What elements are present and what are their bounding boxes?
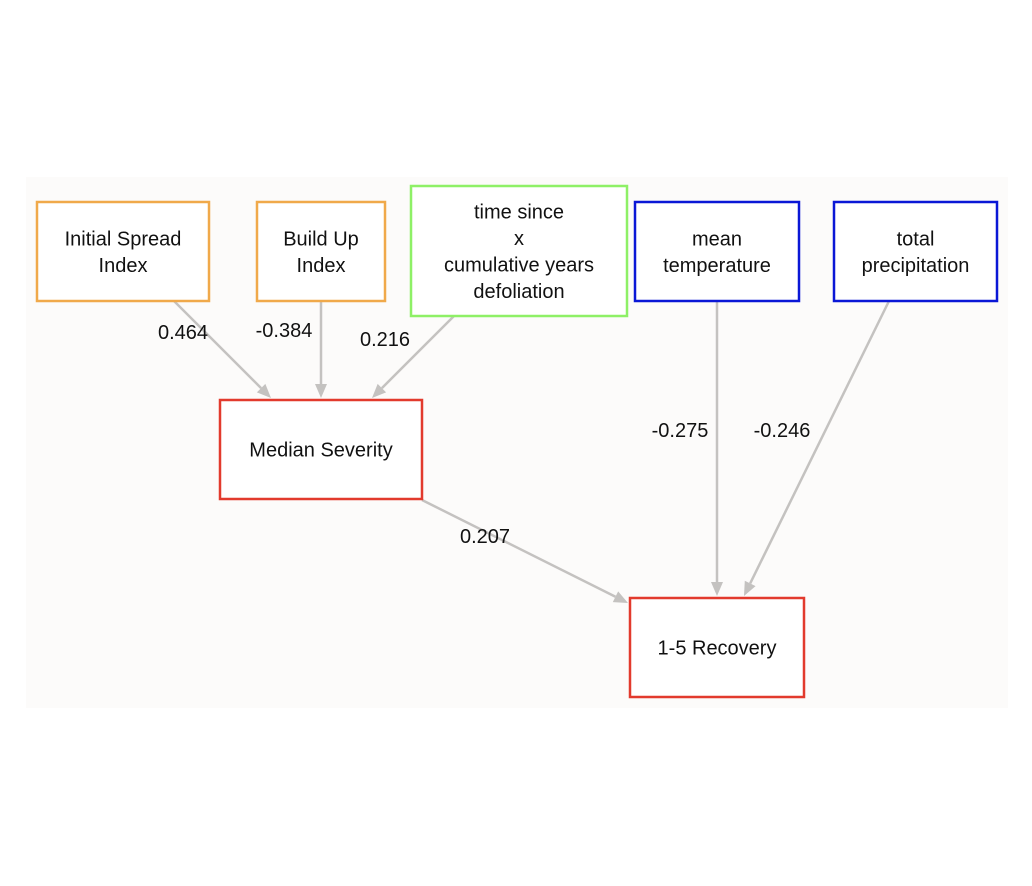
edge-median-severity-to-recovery (421, 498, 628, 603)
node-build-up-index: Build Up Index (255, 200, 387, 303)
node-total-precipitation: total precipitation (832, 200, 999, 303)
node-label-line: Build Up (283, 228, 359, 250)
node-box (409, 184, 629, 318)
node-label-line: Initial Spread (65, 228, 182, 250)
edge-label-mean-temperature-to-recovery: -0.275 (652, 420, 709, 442)
edges-layer (173, 300, 891, 603)
edge-labels-layer: 0.464 -0.384 0.216 0.207 -0.275 -0.246 (158, 320, 810, 548)
edge-label-median-severity-to-recovery: 0.207 (460, 526, 510, 548)
node-label-line: cumulative years (444, 254, 594, 276)
arrowhead-icon (744, 580, 756, 596)
node-label-line: time since (474, 201, 564, 223)
node-recovery: 1-5 Recovery (628, 596, 806, 699)
edge-initial-spread-index-to-median-severity (173, 300, 271, 398)
edge-build-up-index-to-median-severity (315, 301, 327, 398)
node-label-line: Median Severity (249, 440, 392, 462)
node-label-line: total (897, 228, 935, 250)
edge-total-precipitation-to-recovery (744, 300, 891, 596)
node-label-line: mean (692, 228, 742, 250)
node-label-line: x (514, 228, 524, 250)
nodes-layer: Initial Spread Index Build Up Index time sin… (35, 184, 999, 699)
node-box (35, 200, 211, 303)
edge-line (749, 300, 891, 584)
arrowhead-icon (711, 582, 723, 596)
edge-label-total-precipitation-to-recovery: -0.246 (754, 420, 811, 442)
arrowhead-icon (372, 383, 387, 398)
arrowhead-icon (256, 383, 271, 398)
node-box (218, 398, 424, 501)
arrowhead-icon (612, 591, 628, 603)
node-mean-temperature: mean temperature (633, 200, 801, 303)
node-label-line: Index (99, 255, 148, 277)
edge-mean-temperature-to-recovery (711, 301, 723, 596)
node-median-severity: Median Severity (218, 398, 424, 501)
node-box (633, 200, 801, 303)
edge-label-time-since-defoliation-to-median-severity: 0.216 (360, 329, 410, 351)
node-label-line: precipitation (862, 255, 970, 277)
node-time-since-defoliation: time since x cumulative years defoliation (409, 184, 629, 318)
edge-time-since-defoliation-to-median-severity (372, 315, 455, 398)
edge-line (381, 315, 455, 389)
edge-label-initial-spread-index-to-median-severity: 0.464 (158, 322, 208, 344)
edge-label-build-up-index-to-median-severity: -0.384 (256, 320, 313, 342)
node-box (255, 200, 387, 303)
node-label-line: defoliation (473, 281, 564, 303)
node-box (832, 200, 999, 303)
edge-line (421, 498, 617, 598)
node-label-line: Index (297, 255, 346, 277)
node-label-line: temperature (663, 255, 771, 277)
node-initial-spread-index: Initial Spread Index (35, 200, 211, 303)
node-label-line: 1-5 Recovery (658, 638, 777, 660)
node-box (628, 596, 806, 699)
edge-line (173, 300, 262, 389)
arrowhead-icon (315, 384, 327, 398)
